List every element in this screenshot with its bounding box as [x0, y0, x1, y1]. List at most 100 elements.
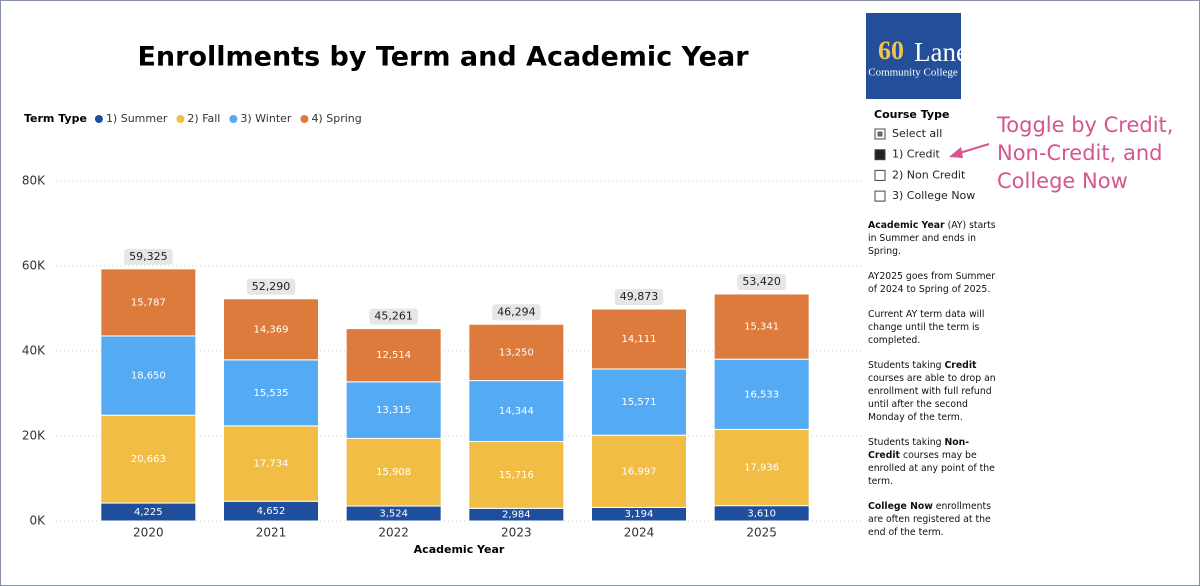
- note: Academic Year (AY) starts in Summer and …: [868, 219, 996, 258]
- annotation-arrowhead: [949, 147, 963, 158]
- note-text: Current AY term data will change until t…: [868, 309, 985, 346]
- annotation: College Now: [997, 169, 1128, 193]
- total-label-box: [737, 273, 786, 290]
- total-label-box: [124, 248, 173, 265]
- value-label: 3,610: [747, 508, 776, 519]
- value-label: 15,341: [744, 322, 779, 333]
- value-label: 15,908: [376, 467, 411, 478]
- note-text: AY2025 goes from Summer of 2024 to Sprin…: [868, 271, 996, 295]
- value-label: 14,369: [254, 324, 289, 335]
- legend-label: 1) Summer: [106, 112, 168, 125]
- chart-title: Enrollments by Term and Academic Year: [137, 42, 749, 73]
- x-tick-label: 2024: [624, 526, 655, 540]
- bar-segment: [591, 368, 687, 436]
- note-text: enrollments are often registered at the …: [868, 501, 992, 538]
- value-label: 18,650: [131, 371, 166, 382]
- bar-segment: [468, 323, 565, 382]
- y-tick-label: 60K: [22, 259, 46, 273]
- slicer-item[interactable]: 2) Non Credit: [892, 168, 966, 181]
- value-label: 3,194: [625, 509, 654, 520]
- slicer-title: Course Type: [874, 108, 949, 121]
- y-tick-label: 40K: [22, 344, 46, 358]
- bar-segment: [223, 425, 319, 502]
- note: Students taking Credit courses are able …: [868, 359, 996, 424]
- legend-swatch: [229, 115, 238, 123]
- total-label-box: [614, 289, 664, 306]
- value-label: 16,997: [622, 466, 657, 477]
- slicer-item[interactable]: 1) Credit: [892, 148, 941, 161]
- checkbox[interactable]: [874, 169, 886, 181]
- value-label: 15,571: [622, 397, 657, 408]
- bar-segment: [223, 359, 319, 427]
- total-label: 59,325: [129, 250, 168, 263]
- checkbox[interactable]: [874, 190, 886, 202]
- note-text: Students taking: [868, 437, 945, 448]
- x-tick-label: 2023: [501, 526, 532, 540]
- note-text: Credit: [944, 360, 977, 371]
- total-label: 45,261: [374, 310, 413, 323]
- total-label: 49,873: [620, 290, 659, 303]
- value-label: 15,716: [499, 470, 534, 481]
- legend-label: 4) Spring: [311, 112, 361, 125]
- bar-segment: [100, 335, 197, 416]
- note-text: courses are able to drop an enrollment w…: [868, 373, 996, 423]
- note-text: College Now: [868, 501, 933, 512]
- value-label: 13,250: [499, 347, 534, 358]
- note-text: Non-Credit: [868, 437, 970, 461]
- total-label-box: [369, 308, 418, 325]
- bar-segment: [468, 441, 565, 509]
- value-label: 20,663: [131, 454, 166, 465]
- annotation: Non-Credit, and: [997, 141, 1162, 165]
- x-axis-title: Academic Year: [414, 543, 505, 556]
- note-text: courses may be enrolled at any point of …: [868, 450, 995, 487]
- note: College Now enrollments are often regist…: [868, 500, 996, 539]
- y-tick-label: 20K: [22, 429, 46, 443]
- legend-title: Term Type: [24, 112, 87, 125]
- logo-number: 60: [878, 36, 904, 65]
- note: Students taking Non-Credit courses may b…: [868, 436, 996, 488]
- value-label: 4,652: [257, 506, 286, 517]
- slicer-item[interactable]: Select all: [892, 127, 942, 140]
- bar-segment: [345, 437, 442, 507]
- bar-segment: [100, 414, 197, 504]
- value-label: 12,514: [376, 350, 411, 361]
- slicer-item[interactable]: 3) College Now: [892, 189, 975, 202]
- legend-swatch: [300, 115, 309, 123]
- logo-subtitle: Community College: [868, 67, 958, 79]
- bar-segment: [100, 268, 197, 337]
- value-label: 17,936: [744, 463, 779, 474]
- value-label: 15,535: [254, 388, 289, 399]
- annotation: Toggle by Credit,: [996, 113, 1173, 137]
- total-label-box: [492, 304, 541, 321]
- x-tick-label: 2021: [256, 526, 287, 540]
- value-label: 2,984: [502, 510, 531, 521]
- value-label: 17,734: [254, 459, 289, 470]
- x-tick-label: 2022: [378, 526, 409, 540]
- checkbox[interactable]: [874, 149, 886, 161]
- total-label-box: [246, 278, 296, 295]
- note-text: (AY) starts in Summer and ends in Spring…: [868, 220, 996, 257]
- bar-segment: [591, 434, 687, 508]
- logo-name: Lane: [914, 37, 968, 67]
- legend-swatch: [94, 115, 103, 123]
- note-text: Academic Year: [868, 220, 945, 231]
- legend-label: 3) Winter: [240, 112, 292, 125]
- total-label: 53,420: [742, 275, 781, 288]
- bar-segment: [345, 328, 442, 383]
- total-label: 52,290: [252, 280, 291, 293]
- y-tick-label: 80K: [22, 174, 46, 188]
- bar-segment: [223, 298, 319, 361]
- value-label: 14,111: [622, 334, 657, 345]
- bar-segment: [713, 358, 810, 430]
- x-tick-label: 2020: [133, 526, 164, 540]
- bar-segment: [713, 428, 810, 507]
- value-label: 14,344: [499, 406, 534, 417]
- legend-label: 2) Fall: [187, 112, 220, 125]
- value-label: 15,787: [131, 297, 166, 308]
- note: Current AY term data will change until t…: [868, 308, 996, 347]
- bar-segment: [713, 293, 810, 360]
- value-label: 4,225: [134, 507, 163, 518]
- y-tick-label: 0K: [29, 514, 46, 528]
